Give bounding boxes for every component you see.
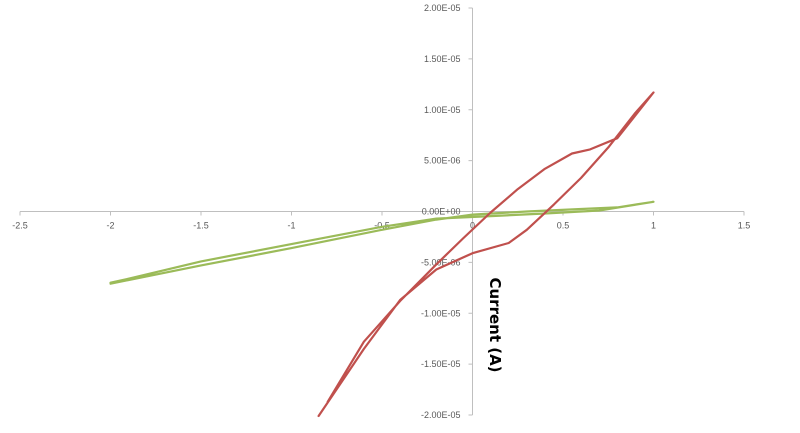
x-tick-label: -1 <box>287 221 295 231</box>
x-tick-label: -2.5 <box>12 221 28 231</box>
y-tick-label: 1.50E-05 <box>424 54 461 64</box>
y-tick-label: -1.00E-05 <box>421 308 461 318</box>
x-tick-label: -2 <box>106 221 114 231</box>
y-axis-title: Current (A) <box>486 277 504 372</box>
x-tick-labels: -2.5 -2 -1.5 -1 -0.5 0 0.5 1 1.5 <box>12 221 750 231</box>
x-tick-label: 0.5 <box>557 221 570 231</box>
y-tick-label: 5.00E-06 <box>424 156 461 166</box>
chart-series <box>109 91 655 418</box>
y-tick-label: -2.00E-05 <box>421 410 461 420</box>
series-line-1 <box>109 200 655 285</box>
x-tick-label: 1 <box>651 221 656 231</box>
x-tick-label: 1.5 <box>738 221 751 231</box>
y-tick-label: 1.00E-05 <box>424 105 461 115</box>
x-tick-label: -0.5 <box>374 221 390 231</box>
y-tick-label: -1.50E-05 <box>421 359 461 369</box>
y-tick-label: 2.00E-05 <box>424 3 461 13</box>
chart-axes <box>19 7 745 416</box>
y-tick-labels: 2.00E-05 1.50E-05 1.00E-05 5.00E-06 0.00E+00… <box>421 3 461 420</box>
series-line-2 <box>317 91 655 418</box>
x-tick-label: 0 <box>470 221 475 231</box>
y-tick-label: 0.00E+00 <box>422 207 461 217</box>
x-tick-label: -1.5 <box>193 221 209 231</box>
y-tick-label: -5.00E-06 <box>421 257 461 267</box>
